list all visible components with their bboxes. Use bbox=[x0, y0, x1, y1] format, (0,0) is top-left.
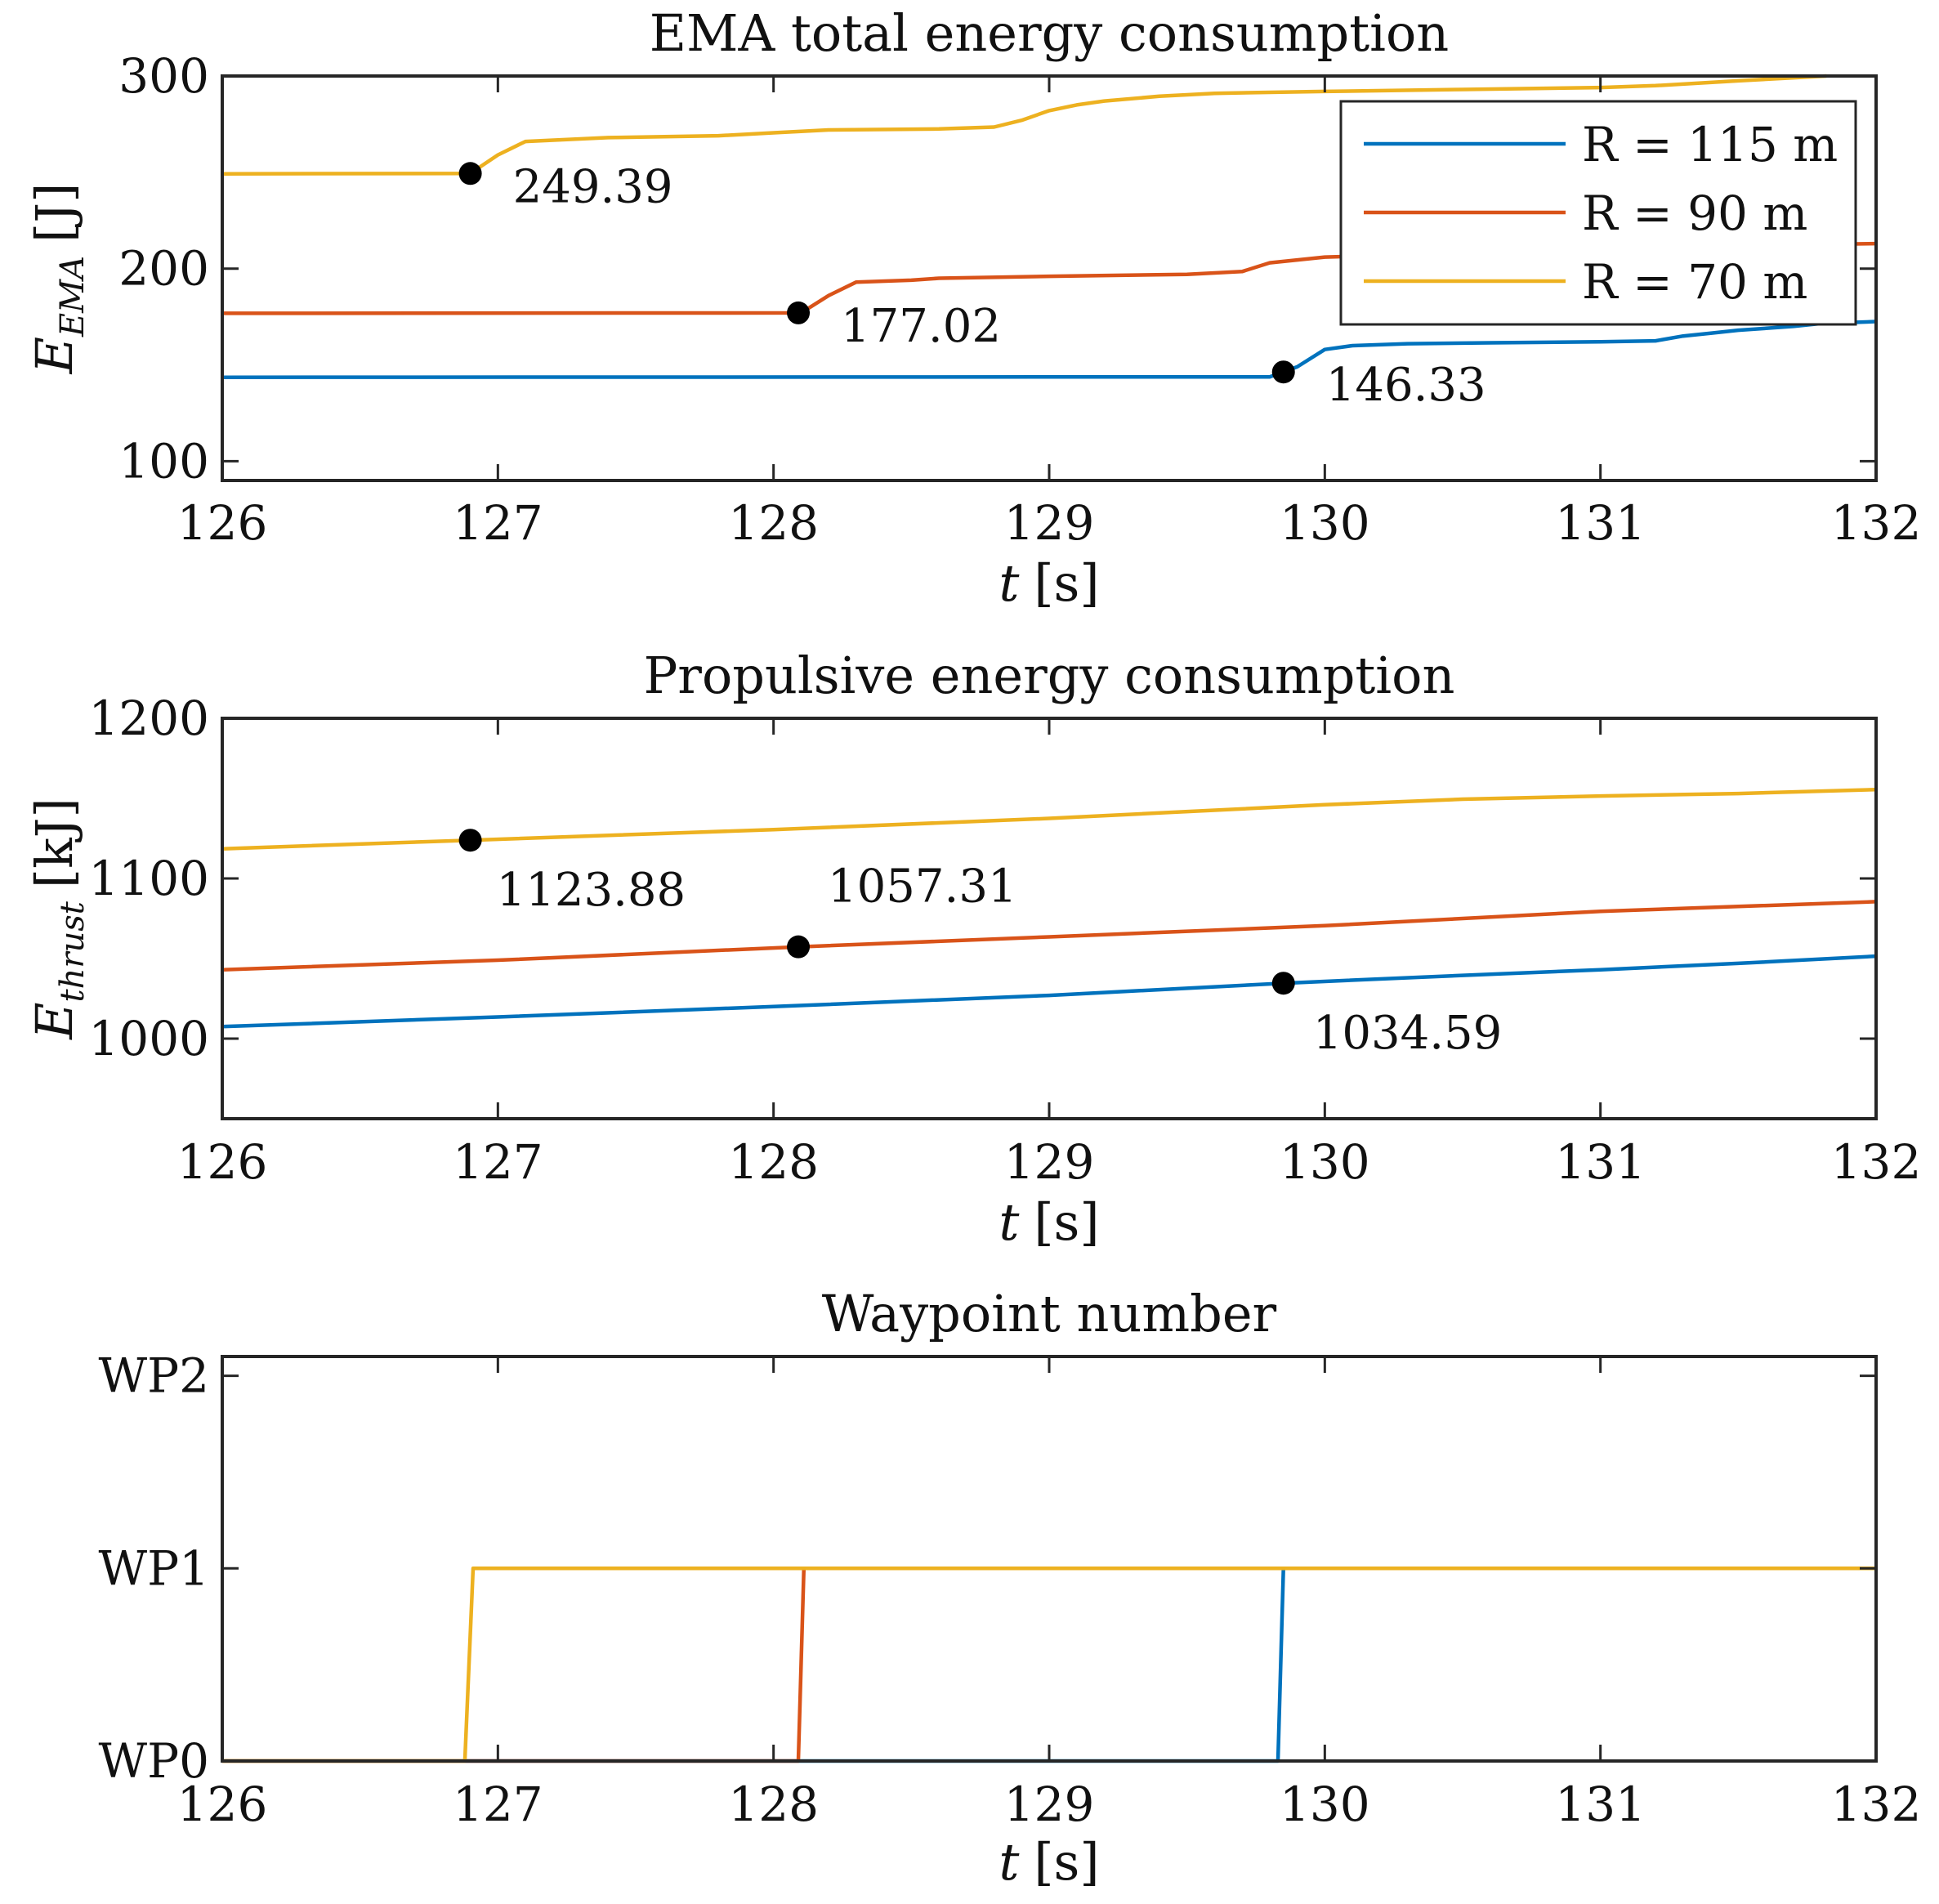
x-axis-label: t [s] bbox=[999, 1192, 1099, 1252]
data-markers: 249.39 177.02 146.33 bbox=[458, 160, 1486, 412]
legend-entry-label: R = 70 m bbox=[1582, 254, 1807, 310]
y-ticks: WP0 WP1 WP2 bbox=[98, 1348, 1876, 1789]
legend-entry-label: R = 115 m bbox=[1582, 117, 1838, 172]
series-line-3 bbox=[221, 787, 1877, 851]
series-line-3 bbox=[221, 74, 1827, 176]
y-tick-label: 1100 bbox=[88, 851, 209, 906]
x-tick-label: 127 bbox=[453, 1777, 543, 1832]
x-axis-variable: t bbox=[999, 1832, 1019, 1892]
x-tick-label: 130 bbox=[1280, 495, 1370, 551]
data-marker-label: 1034.59 bbox=[1313, 1007, 1503, 1060]
y-tick-label: 1200 bbox=[88, 691, 209, 746]
y-axis-variable: E bbox=[25, 337, 84, 374]
legend: R = 115 m R = 90 m R = 70 m bbox=[1339, 100, 1857, 326]
x-axis-variable: t bbox=[999, 553, 1019, 613]
series-line-1 bbox=[221, 320, 1877, 379]
y-axis-subscript: EMA bbox=[54, 256, 92, 337]
y-ticks: 100 200 300 bbox=[118, 48, 1876, 489]
y-tick-label: 1000 bbox=[88, 1011, 209, 1066]
y-ticks: 1000 1100 1200 bbox=[88, 691, 1876, 1066]
chart-title: EMA total energy consumption bbox=[650, 3, 1449, 63]
x-axis-variable: t bbox=[999, 1192, 1019, 1252]
x-tick-label: 128 bbox=[728, 1134, 819, 1190]
x-tick-label: 132 bbox=[1831, 1134, 1922, 1190]
x-tick-label: 130 bbox=[1280, 1777, 1370, 1832]
y-tick-label: WP0 bbox=[98, 1733, 209, 1789]
y-tick-label: 300 bbox=[118, 48, 209, 104]
data-marker bbox=[787, 301, 811, 324]
y-tick-label: 200 bbox=[118, 241, 209, 297]
data-marker bbox=[1271, 360, 1295, 384]
chart-panel-1: EMA total energy consumption 126 127 128 129… bbox=[25, 3, 1921, 613]
data-marker-label: 1057.31 bbox=[828, 860, 1017, 914]
y-axis-subscript: thrust bbox=[54, 901, 92, 1002]
series-line-2 bbox=[221, 900, 1877, 972]
data-marker-label: 177.02 bbox=[841, 300, 1001, 353]
data-marker bbox=[458, 829, 482, 852]
y-tick-label: WP2 bbox=[98, 1348, 209, 1404]
data-marker-label: 1123.88 bbox=[497, 864, 686, 917]
x-tick-label: 129 bbox=[1004, 495, 1095, 551]
x-tick-label: 132 bbox=[1831, 495, 1922, 551]
x-tick-label: 126 bbox=[177, 1134, 268, 1190]
chart-title: Waypoint number bbox=[822, 1284, 1277, 1343]
x-tick-label: 132 bbox=[1831, 1777, 1922, 1832]
x-axis-unit: [s] bbox=[1034, 553, 1099, 613]
x-tick-label: 131 bbox=[1555, 495, 1646, 551]
x-axis-label: t [s] bbox=[999, 1832, 1099, 1892]
chart-title: Propulsive energy consumption bbox=[644, 646, 1455, 705]
x-tick-label: 127 bbox=[453, 495, 543, 551]
y-axis-label: Ethrust [kJ] bbox=[25, 798, 92, 1039]
x-ticks: 126 127 128 129 130 131 132 bbox=[177, 1356, 1922, 1832]
data-marker-label: 146.33 bbox=[1326, 359, 1486, 412]
y-axis-variable: E bbox=[25, 1002, 84, 1039]
x-ticks: 126 127 128 129 130 131 132 bbox=[177, 718, 1922, 1190]
y-axis-unit: [kJ] bbox=[25, 798, 84, 888]
legend-entry-label: R = 90 m bbox=[1582, 185, 1807, 241]
data-marker-label: 249.39 bbox=[513, 160, 673, 213]
x-tick-label: 128 bbox=[728, 495, 819, 551]
x-tick-label: 127 bbox=[453, 1134, 543, 1190]
y-tick-label: 100 bbox=[118, 433, 209, 489]
x-tick-label: 126 bbox=[177, 1777, 268, 1832]
x-tick-label: 131 bbox=[1555, 1777, 1646, 1832]
data-markers: 1123.88 1057.31 1034.59 bbox=[458, 829, 1503, 1060]
x-axis-label: t [s] bbox=[999, 553, 1099, 613]
x-tick-label: 129 bbox=[1004, 1134, 1095, 1190]
x-tick-label: 130 bbox=[1280, 1134, 1370, 1190]
x-axis-unit: [s] bbox=[1034, 1192, 1099, 1252]
x-axis-unit: [s] bbox=[1034, 1832, 1099, 1892]
data-marker bbox=[458, 162, 482, 185]
data-marker bbox=[787, 935, 811, 959]
x-tick-label: 129 bbox=[1004, 1777, 1095, 1832]
data-marker bbox=[1271, 972, 1295, 995]
x-tick-label: 128 bbox=[728, 1777, 819, 1832]
y-axis-label: EEMA [J] bbox=[25, 183, 92, 375]
chart-panels: EMA total energy consumption 126 127 128 129… bbox=[25, 3, 1921, 1892]
x-tick-label: 126 bbox=[177, 495, 268, 551]
y-tick-label: WP1 bbox=[98, 1540, 209, 1596]
y-axis-unit: [J] bbox=[25, 183, 84, 243]
x-tick-label: 131 bbox=[1555, 1134, 1646, 1190]
x-ticks: 126 127 128 129 130 131 132 bbox=[177, 76, 1922, 551]
